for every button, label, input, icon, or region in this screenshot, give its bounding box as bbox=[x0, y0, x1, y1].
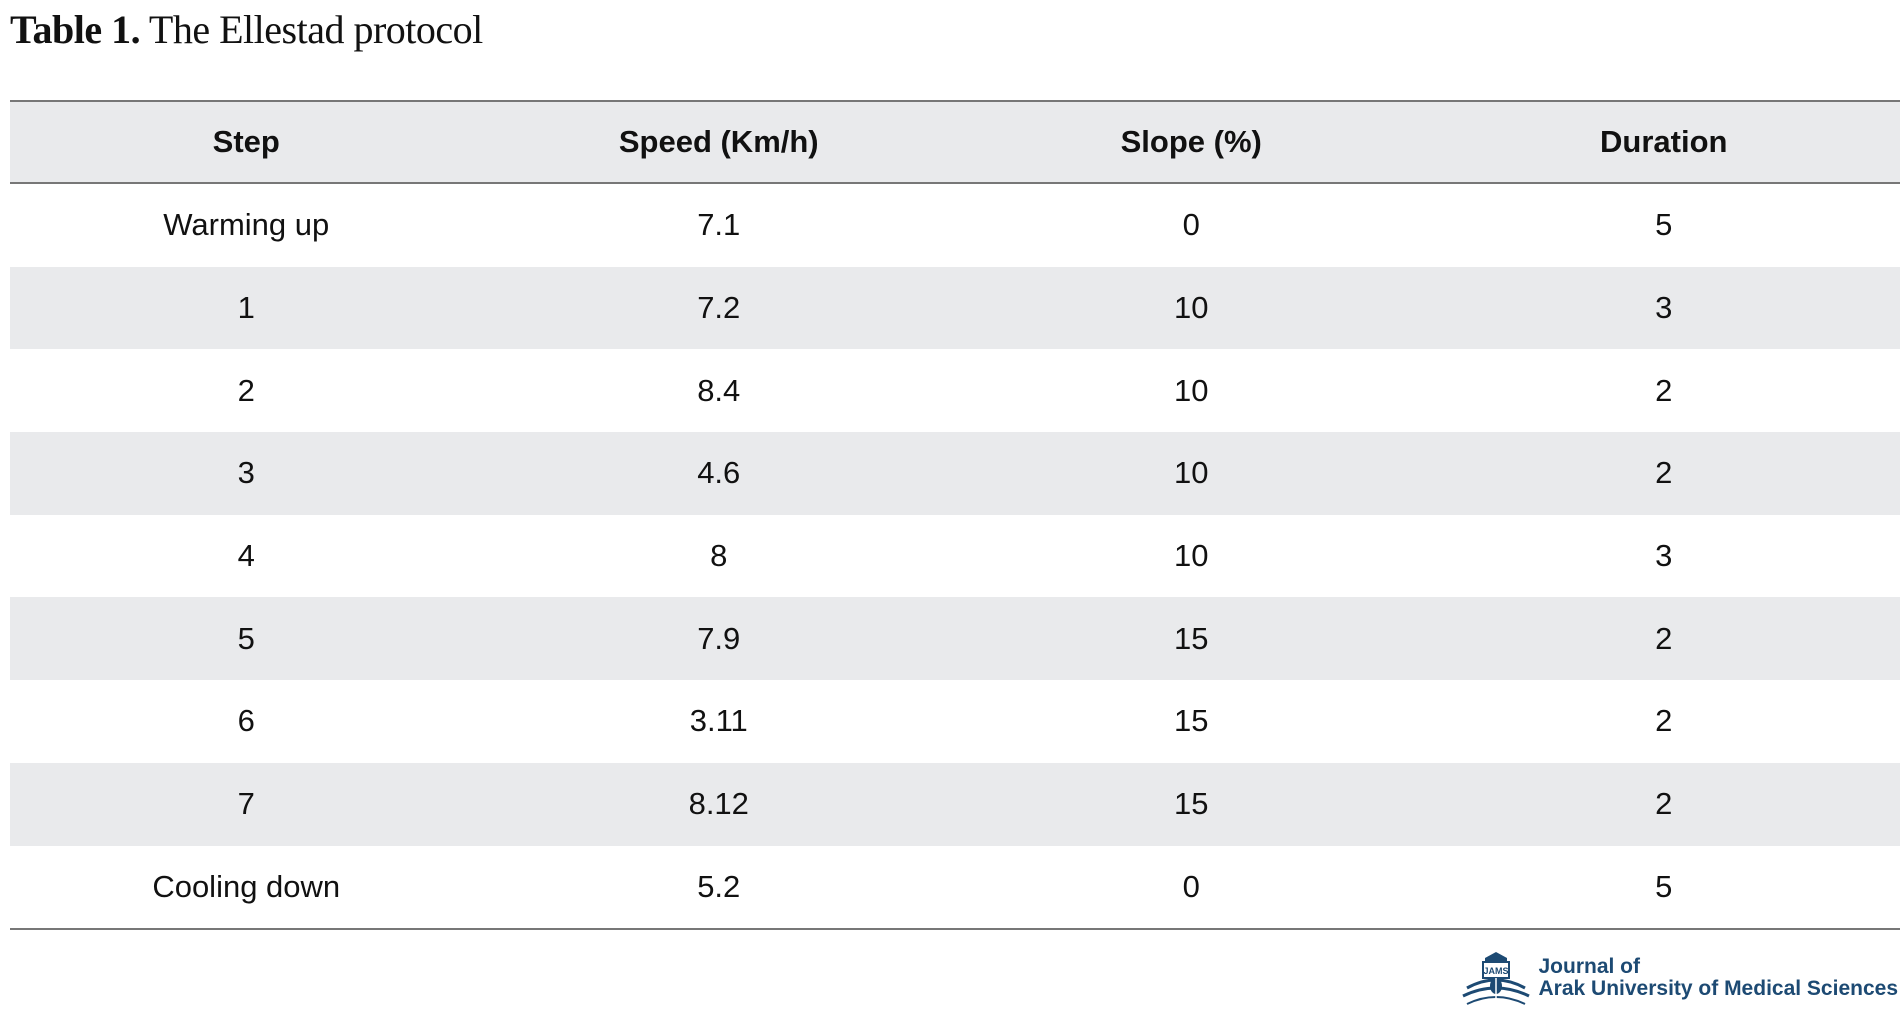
cell-speed: 5.2 bbox=[697, 868, 741, 904]
emblem-text: JAMS bbox=[1483, 966, 1508, 976]
cell-duration: 5 bbox=[1655, 207, 1673, 243]
cell-duration: 2 bbox=[1655, 703, 1673, 739]
journal-logo: JAMS Journal of Arak University of Medic… bbox=[1459, 948, 1899, 1008]
cell-speed: 8.12 bbox=[688, 786, 749, 822]
table-row: Cooling down 5.2 0 5 bbox=[10, 846, 1900, 930]
column-header-step: Step bbox=[212, 124, 280, 159]
protocol-table: Step Speed (Km/h) Slope (%) Duration War… bbox=[10, 100, 1900, 930]
column-header-duration: Duration bbox=[1600, 124, 1728, 159]
cell-speed: 7.9 bbox=[697, 620, 741, 656]
table-header: Step Speed (Km/h) Slope (%) Duration bbox=[10, 101, 1900, 183]
cell-speed: 8 bbox=[710, 538, 728, 574]
cell-duration: 2 bbox=[1655, 620, 1673, 656]
table-caption-title: The Ellestad protocol bbox=[148, 7, 483, 52]
header-row: Step Speed (Km/h) Slope (%) Duration bbox=[10, 101, 1900, 183]
table-body: Warming up 7.1 0 5 1 7.2 10 3 2 8.4 10 2… bbox=[10, 183, 1900, 930]
protocol-table-container: Step Speed (Km/h) Slope (%) Duration War… bbox=[10, 100, 1900, 930]
cell-duration: 3 bbox=[1655, 290, 1673, 326]
cell-slope: 15 bbox=[1174, 620, 1209, 656]
cell-speed: 8.4 bbox=[697, 372, 741, 408]
table-row: 2 8.4 10 2 bbox=[10, 349, 1900, 432]
cell-step: 7 bbox=[237, 786, 255, 822]
cell-speed: 7.1 bbox=[697, 207, 741, 243]
column-header-speed: Speed (Km/h) bbox=[618, 124, 819, 159]
cell-step: 5 bbox=[237, 620, 255, 656]
cell-duration: 2 bbox=[1655, 786, 1673, 822]
table-row: 3 4.6 10 2 bbox=[10, 432, 1900, 515]
table-row: 6 3.11 15 2 bbox=[10, 680, 1900, 763]
cell-speed: 3.11 bbox=[689, 703, 748, 739]
cell-step: 2 bbox=[237, 372, 255, 408]
journal-emblem-icon: JAMS bbox=[1461, 952, 1530, 1005]
cell-slope: 15 bbox=[1174, 703, 1209, 739]
journal-name: Journal of Arak University of Medical Sc… bbox=[1539, 956, 1899, 1000]
column-header-slope: Slope (%) bbox=[1120, 124, 1262, 159]
cell-duration: 2 bbox=[1655, 455, 1673, 491]
cell-step: Cooling down bbox=[152, 868, 341, 904]
table-caption: Table 1. The Ellestad protocol bbox=[10, 4, 483, 56]
cell-slope: 10 bbox=[1174, 455, 1209, 491]
journal-name-line2: Arak University of Medical Sciences bbox=[1538, 977, 1899, 1000]
journal-name-line1: Journal of bbox=[1538, 955, 1641, 978]
cell-slope: 0 bbox=[1182, 868, 1200, 904]
cell-step: 1 bbox=[237, 290, 255, 326]
cell-slope: 10 bbox=[1174, 372, 1209, 408]
cell-step: 6 bbox=[237, 703, 255, 739]
table-row: Warming up 7.1 0 5 bbox=[10, 183, 1900, 267]
table-row: 4 8 10 3 bbox=[10, 515, 1900, 598]
table-row: 7 8.12 15 2 bbox=[10, 762, 1900, 846]
cell-duration: 2 bbox=[1655, 372, 1673, 408]
table-caption-label: Table 1. bbox=[10, 7, 141, 52]
cell-step: 4 bbox=[237, 538, 255, 574]
cell-slope: 10 bbox=[1174, 538, 1209, 574]
cell-slope: 0 bbox=[1182, 207, 1200, 243]
cell-speed: 4.6 bbox=[697, 455, 741, 491]
table-row: 1 7.2 10 3 bbox=[10, 266, 1900, 350]
cell-speed: 7.2 bbox=[697, 290, 741, 326]
table-row: 5 7.9 15 2 bbox=[10, 597, 1900, 681]
cell-step: Warming up bbox=[163, 207, 330, 243]
cell-step: 3 bbox=[237, 455, 255, 491]
cell-duration: 3 bbox=[1655, 538, 1673, 574]
cell-duration: 5 bbox=[1655, 868, 1673, 904]
cell-slope: 15 bbox=[1174, 786, 1209, 822]
cell-slope: 10 bbox=[1174, 290, 1209, 326]
